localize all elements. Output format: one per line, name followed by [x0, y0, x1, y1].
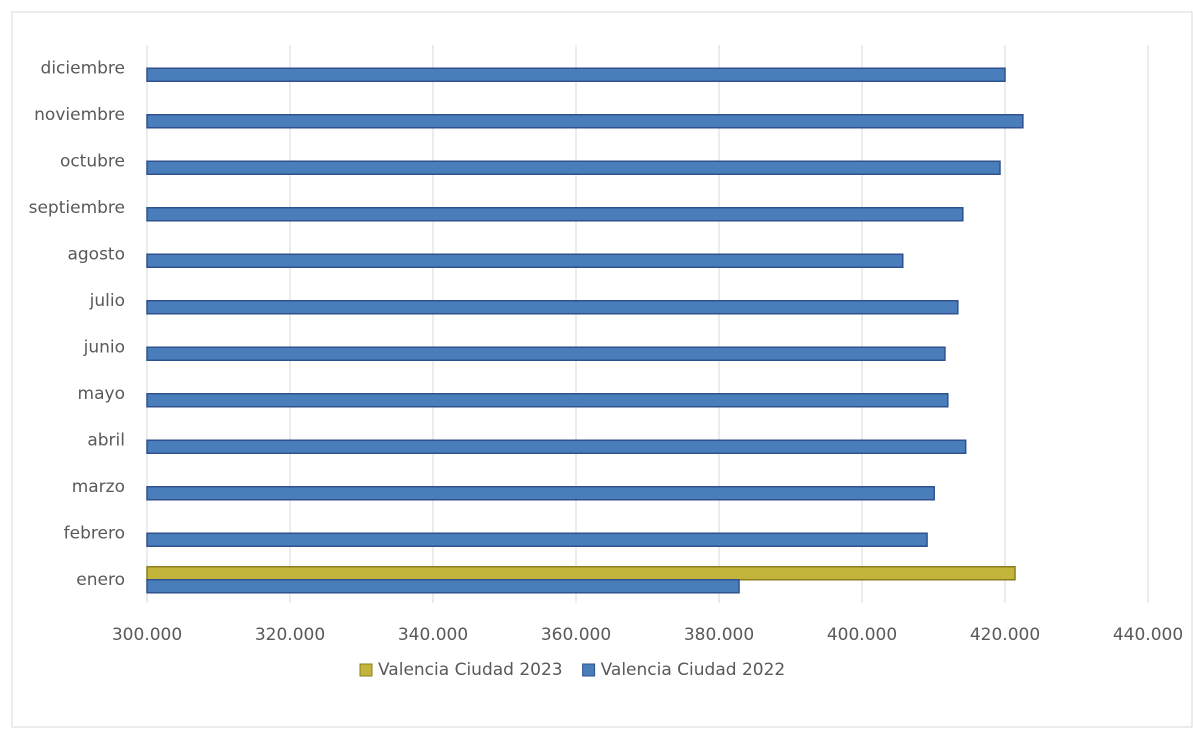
- y-tick-label: mayo: [78, 384, 125, 404]
- bar: [146, 393, 949, 408]
- bar: [146, 566, 1016, 581]
- x-tick-label: 340.000: [398, 625, 468, 645]
- y-tick-label: enero: [76, 570, 125, 590]
- legend-label: Valencia Ciudad 2023: [378, 660, 563, 680]
- bar: [146, 439, 967, 454]
- y-tick-label: noviembre: [34, 105, 125, 125]
- y-tick-label: julio: [89, 291, 125, 311]
- x-tick-label: 400.000: [827, 625, 897, 645]
- legend-label: Valencia Ciudad 2022: [601, 660, 786, 680]
- y-tick-label: agosto: [67, 244, 125, 264]
- bar: [146, 532, 928, 547]
- x-tick-label: 300.000: [112, 625, 182, 645]
- x-tick-label: 380.000: [684, 625, 754, 645]
- y-tick-label: junio: [83, 337, 125, 357]
- y-tick-label: marzo: [72, 477, 125, 497]
- legend-swatch: [582, 663, 596, 677]
- bar: [146, 579, 740, 594]
- bar: [146, 253, 904, 268]
- x-tick-label: 440.000: [1113, 625, 1183, 645]
- y-tick-label: diciembre: [41, 58, 125, 78]
- chart-frame: [11, 11, 1193, 728]
- bar: [146, 114, 1024, 129]
- y-tick-label: septiembre: [29, 198, 125, 218]
- legend-swatch: [359, 663, 373, 677]
- x-tick-label: 420.000: [970, 625, 1040, 645]
- y-tick-label: octubre: [60, 151, 125, 171]
- y-tick-label: febrero: [64, 523, 125, 543]
- bar: [146, 300, 959, 315]
- bar: [146, 207, 964, 222]
- y-tick-label: abril: [87, 430, 125, 450]
- bar: [146, 67, 1006, 82]
- bar: [146, 160, 1001, 175]
- bar: [146, 346, 946, 361]
- x-tick-label: 320.000: [255, 625, 325, 645]
- bar: [146, 486, 935, 501]
- x-tick-label: 360.000: [541, 625, 611, 645]
